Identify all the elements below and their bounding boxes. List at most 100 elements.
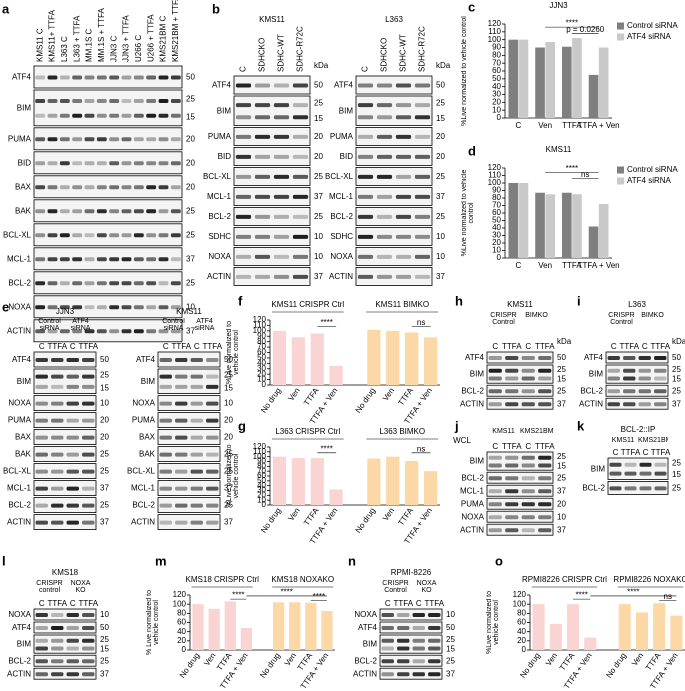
band (414, 83, 431, 88)
band (254, 103, 271, 108)
band (206, 469, 219, 474)
y-tick-label: 10 (257, 375, 266, 384)
band (82, 374, 95, 379)
kda-marker: 37 (446, 669, 455, 678)
band (488, 528, 502, 533)
band (505, 455, 519, 460)
band (654, 486, 667, 491)
band (82, 401, 95, 406)
band (381, 672, 394, 677)
band (175, 384, 188, 389)
blot-title: RPMI-8226 (391, 568, 432, 577)
x-tick-label: C (515, 261, 521, 270)
y-tick-label: 120 (253, 315, 267, 324)
lane-label: C (39, 599, 45, 608)
band (292, 254, 309, 259)
lane-label: C (611, 342, 617, 351)
band (521, 463, 535, 468)
blot-row (33, 608, 97, 621)
protein-label: BID (18, 158, 32, 167)
bar (291, 337, 305, 385)
band (412, 613, 425, 617)
band (84, 209, 95, 214)
lane-label: L363 C (60, 36, 69, 62)
x-tick-label: TTFA (302, 386, 321, 408)
blot-row (605, 384, 669, 397)
lane-label: TTFA (535, 342, 555, 351)
band (109, 161, 120, 166)
legend-swatch (617, 177, 624, 185)
band (623, 368, 636, 373)
protein-label: NOXA (132, 399, 155, 408)
band (412, 626, 425, 630)
band (133, 99, 144, 104)
band (121, 99, 132, 104)
y-tick-label: 70 (257, 466, 266, 475)
band (47, 305, 58, 310)
lane-group-box: BIMKO (525, 312, 548, 319)
lane-label: SDHC-R72C (418, 26, 427, 72)
kda-marker: 25 (186, 230, 195, 239)
band (414, 194, 431, 199)
band (521, 502, 535, 507)
band (395, 254, 412, 259)
band (72, 161, 83, 166)
band (84, 161, 95, 166)
band (133, 281, 144, 286)
kda-marker: 37 (314, 192, 323, 201)
protein-label: ATF4 (12, 73, 32, 82)
blot-row (33, 446, 97, 463)
band (654, 462, 667, 467)
blot-row (233, 206, 311, 226)
band (170, 257, 181, 262)
band (35, 435, 48, 440)
blot-row (233, 246, 311, 266)
lane-label: TTFA (47, 342, 67, 351)
band (159, 418, 172, 423)
blot-row (486, 451, 554, 471)
band (505, 476, 519, 481)
band (82, 358, 95, 362)
blot-row (486, 497, 554, 510)
band (47, 233, 58, 238)
band (395, 134, 412, 139)
band (159, 401, 172, 406)
band (624, 486, 637, 491)
y-tick-label: 50 (257, 353, 266, 362)
band (654, 389, 667, 394)
band (623, 389, 636, 394)
panel-letter: b (212, 1, 220, 16)
protein-label: BIM (217, 106, 232, 115)
lane-label: MM.1S + TTFA (97, 7, 106, 62)
y-axis-label: %Live normalized to vehicle control (461, 169, 475, 257)
band (397, 659, 410, 664)
band (505, 463, 519, 468)
band (488, 515, 502, 520)
kda-marker: 15 (446, 645, 455, 654)
band (414, 274, 431, 279)
band (159, 469, 172, 474)
lane-group: Control siRNA (38, 318, 61, 332)
band (638, 402, 651, 407)
band (521, 489, 535, 494)
band (109, 305, 120, 310)
band (488, 489, 502, 494)
band (96, 281, 107, 286)
blot-row (33, 127, 183, 151)
band (357, 83, 374, 88)
blot-row (486, 523, 554, 536)
lane-label: MM.1S C (85, 28, 94, 62)
y-tick-label: 20 (177, 636, 186, 645)
band (96, 329, 107, 334)
panel-letter: h (455, 293, 463, 308)
y-tick-label: 20 (517, 636, 526, 645)
kda-marker: 37 (224, 484, 233, 493)
bar (289, 602, 301, 650)
bar (508, 39, 519, 118)
band (175, 418, 188, 423)
kda-marker: 25 (100, 656, 109, 665)
kda-marker: 15 (224, 383, 233, 392)
band (51, 384, 64, 389)
lane-group-box: BIMKO (641, 312, 664, 319)
band (488, 463, 502, 468)
